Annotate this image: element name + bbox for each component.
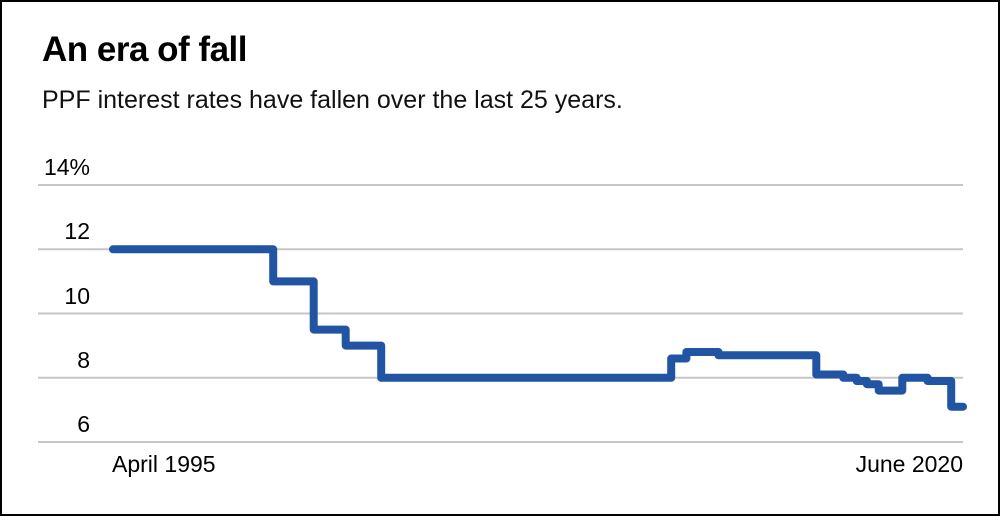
chart-subtitle: PPF interest rates have fallen over the … [42, 86, 623, 114]
y-axis-tick-label: 14% [43, 154, 90, 180]
y-axis-tick-label: 8 [77, 346, 90, 373]
x-axis-label-start: April 1995 [112, 451, 216, 477]
rate-line-series [109, 245, 967, 411]
y-axis-tick-label: 12 [64, 218, 90, 245]
chart-title: An era of fall [42, 30, 247, 69]
y-axis-tick-label: 10 [64, 282, 90, 309]
x-axis-label-end: June 2020 [855, 451, 963, 477]
y-axis-tick-label: 6 [77, 411, 90, 437]
